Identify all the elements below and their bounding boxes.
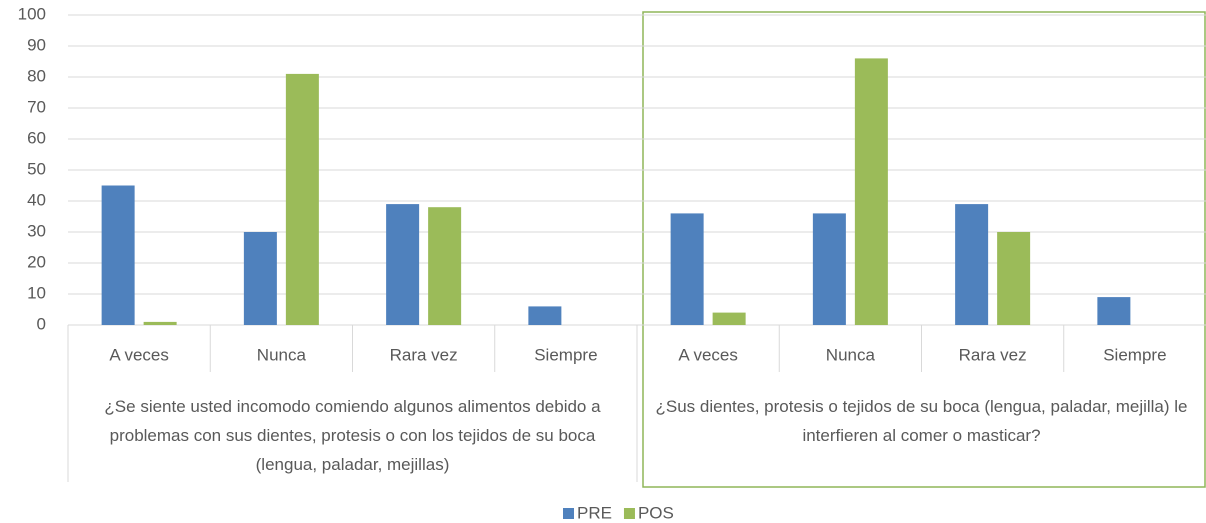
bar bbox=[854, 58, 888, 326]
bar bbox=[670, 213, 704, 325]
legend-label: PRE bbox=[577, 503, 612, 522]
group-label: ¿Se siente usted incomodo comiendo algun… bbox=[104, 397, 601, 474]
bar bbox=[955, 204, 989, 325]
y-tick-label: 30 bbox=[27, 221, 46, 240]
y-tick-label: 0 bbox=[37, 314, 46, 333]
x-tick-label: Nunca bbox=[257, 345, 307, 364]
y-tick-label: 80 bbox=[27, 66, 46, 85]
y-tick-label: 10 bbox=[27, 283, 46, 302]
x-tick-label: A veces bbox=[109, 345, 169, 364]
legend-label: POS bbox=[638, 503, 674, 522]
bar bbox=[712, 312, 746, 325]
bar bbox=[812, 213, 846, 325]
y-tick-label: 50 bbox=[27, 159, 46, 178]
bar bbox=[528, 306, 562, 325]
x-tick-label: Nunca bbox=[826, 345, 876, 364]
x-tick-label: Rara vez bbox=[959, 345, 1027, 364]
y-tick-label: 40 bbox=[27, 190, 46, 209]
bar bbox=[243, 232, 277, 325]
group-label: ¿Sus dientes, protesis o tejidos de su b… bbox=[655, 397, 1188, 445]
y-tick-label: 20 bbox=[27, 252, 46, 271]
x-tick-label: A veces bbox=[678, 345, 738, 364]
x-tick-label: Rara vez bbox=[390, 345, 458, 364]
y-tick-label: 60 bbox=[27, 128, 46, 147]
bar bbox=[428, 207, 462, 325]
bar bbox=[997, 232, 1031, 325]
y-tick-label: 100 bbox=[18, 4, 46, 23]
y-tick-label: 70 bbox=[27, 97, 46, 116]
bar bbox=[386, 204, 420, 325]
selection-frame bbox=[642, 11, 1206, 488]
y-tick-label: 90 bbox=[27, 35, 46, 54]
bar bbox=[101, 185, 135, 325]
x-tick-label: Siempre bbox=[1103, 345, 1166, 364]
bar bbox=[1097, 297, 1131, 325]
legend-swatch bbox=[563, 508, 574, 519]
bar bbox=[285, 73, 319, 326]
x-tick-label: Siempre bbox=[534, 345, 597, 364]
bar bbox=[143, 321, 177, 325]
legend-swatch bbox=[623, 508, 635, 519]
